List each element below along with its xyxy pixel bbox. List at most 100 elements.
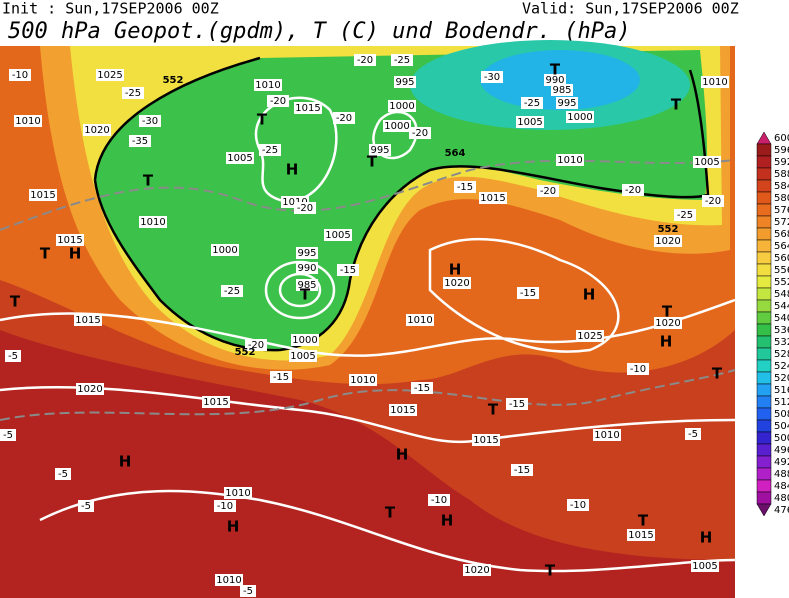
isobar-label-box [74, 314, 102, 326]
isobar-label-box [14, 115, 42, 127]
temperature-label-box [411, 382, 433, 394]
isobar-label-box [202, 396, 230, 408]
isobar-label: 985 [297, 280, 316, 291]
pressure-center: T [10, 293, 21, 311]
isobar-label-box [296, 262, 318, 274]
temperature-label-box [391, 54, 413, 66]
temperature-label: -5 [81, 501, 91, 512]
colorbar-cell [756, 263, 772, 277]
isobar-label: 1000 [292, 335, 317, 346]
pressure-center: T [712, 365, 723, 383]
isobar-label: 1000 [567, 112, 592, 123]
isobar-label: 1020 [655, 318, 680, 329]
colorbar-cell [756, 227, 772, 241]
colorbar-label: 484 [774, 481, 789, 492]
colorbar-label: 596 [774, 145, 789, 156]
isobar-label-box [691, 560, 719, 572]
colorbar-cell [756, 191, 772, 205]
colorbar-label: 560 [774, 253, 789, 264]
pressure-center: T [662, 303, 673, 321]
colorbar-cell [756, 491, 772, 505]
colorbar-cell [756, 419, 772, 433]
isobar-label-box [516, 116, 544, 128]
colorbar-cell [756, 455, 772, 469]
isobar-label-box [544, 74, 566, 86]
isobar-label: 1010 [15, 116, 40, 127]
isobar-label-box [96, 69, 124, 81]
temperature-label-box [5, 350, 21, 362]
temperature-label: -15 [457, 182, 473, 193]
colorbar-cell [756, 443, 772, 457]
isobar-label: 1010 [594, 430, 619, 441]
temperature-label: -15 [273, 372, 289, 383]
isobar-label: 1010 [255, 80, 280, 91]
isobar-label: 1015 [30, 190, 55, 201]
isobar-label-box [627, 529, 655, 541]
isobar-label-box [654, 235, 682, 247]
pressure-center: H [286, 161, 299, 179]
temperature-label-box [685, 428, 701, 440]
isobar-label-box [593, 429, 621, 441]
isobar-label-box [556, 154, 584, 166]
temperature-label-box [270, 371, 292, 383]
pressure-center: T [143, 172, 154, 190]
map-labels: 1025101010159951000100099599098599510001… [0, 54, 729, 597]
isobar-label-box [576, 330, 604, 342]
temperature-label: -10 [630, 364, 646, 375]
pressure-center: H [583, 286, 596, 304]
pressure-center: T [257, 111, 268, 129]
isobar-label: 1015 [473, 435, 498, 446]
colorbar-cell [756, 431, 772, 445]
colorbar-cell [756, 251, 772, 265]
isobar-label: 1015 [203, 397, 228, 408]
isobar-label-box [289, 350, 317, 362]
isobar [0, 96, 736, 573]
isobar-label: 1005 [694, 157, 719, 168]
valid-time: Valid: Sun,17SEP2006 00Z [522, 0, 739, 18]
colorbar-cell [756, 383, 772, 397]
temperature-label: -10 [12, 70, 28, 81]
isobar-label-box [215, 574, 243, 586]
pressure-center: T [367, 153, 378, 171]
isobar-label: 1000 [212, 245, 237, 256]
isobar-label-box [29, 189, 57, 201]
isobar-label: 1010 [350, 375, 375, 386]
isobar-label: 995 [297, 248, 316, 259]
colorbar-label: 592 [774, 157, 789, 168]
temperature-label-box [454, 181, 476, 193]
isobar-label-box [294, 102, 322, 114]
colorbar-label: 588 [774, 169, 789, 180]
isobar-label-box [551, 84, 573, 96]
temperature-label-box [0, 429, 16, 441]
pressure-center: H [700, 529, 713, 547]
isobar-label-box [324, 229, 352, 241]
colorbar-label: 540 [774, 313, 789, 324]
map-area: 1025101010159951000100099599098599510001… [0, 40, 736, 598]
colorbar-label: 572 [774, 217, 789, 228]
isobar-label: 995 [370, 145, 389, 156]
temperature-label: -20 [336, 113, 352, 124]
temperature-label-box [337, 264, 359, 276]
isobar-label: 990 [297, 263, 316, 274]
temperature-label-box [122, 87, 144, 99]
pressure-center: H [119, 453, 132, 471]
colorbar-cell [756, 479, 772, 493]
colorbar-cap [756, 503, 772, 517]
colorbar-label: 544 [774, 301, 789, 312]
isobar-label: 1005 [325, 230, 350, 241]
temperature-label: -15 [514, 465, 530, 476]
isobar-label: 1020 [84, 125, 109, 136]
temperature-label-box [511, 464, 533, 476]
colorbar-label: 528 [774, 349, 789, 360]
colorbar-label: 552 [774, 277, 789, 288]
isobar-label: 1010 [216, 575, 241, 586]
isobar-label-box [139, 216, 167, 228]
pressure-center: T [488, 401, 499, 419]
isobar-label: 1020 [464, 565, 489, 576]
isobar-label: 1015 [480, 193, 505, 204]
colorbar-cell [756, 155, 772, 169]
temperature-label-box [55, 468, 71, 480]
colorbar-label: 600 [774, 133, 789, 144]
isobar-label: 1025 [577, 331, 602, 342]
pressure-center: H [660, 333, 673, 351]
